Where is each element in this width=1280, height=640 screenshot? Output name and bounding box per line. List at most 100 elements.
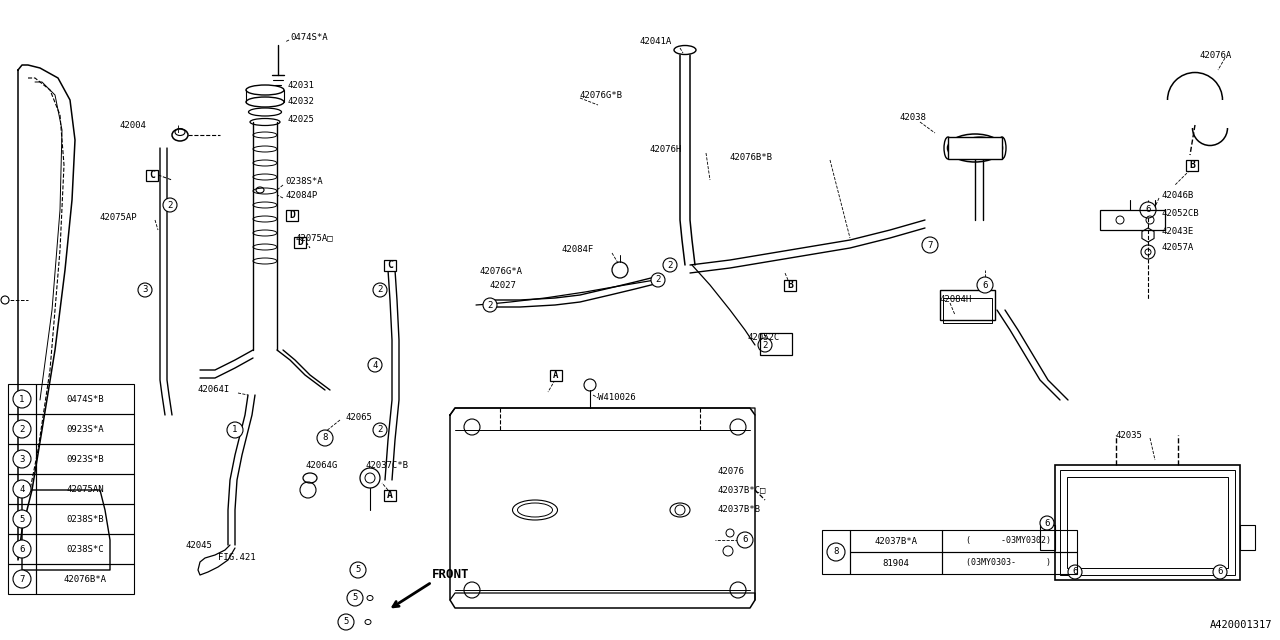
Text: 7: 7 <box>927 241 933 250</box>
Text: 42031: 42031 <box>287 81 314 90</box>
Circle shape <box>338 614 355 630</box>
Text: 2: 2 <box>168 200 173 209</box>
Text: B: B <box>787 280 792 290</box>
Text: 42076B*A: 42076B*A <box>64 575 106 584</box>
Circle shape <box>13 510 31 528</box>
Bar <box>550 369 562 381</box>
Text: 42084H: 42084H <box>940 296 973 305</box>
Text: FRONT: FRONT <box>433 568 470 582</box>
Bar <box>8 534 36 564</box>
Text: 0923S*B: 0923S*B <box>67 454 104 463</box>
Text: 0238S*C: 0238S*C <box>67 545 104 554</box>
Text: 42032: 42032 <box>287 97 314 106</box>
Circle shape <box>138 283 152 297</box>
Text: 42027: 42027 <box>490 280 517 289</box>
Text: 42076A: 42076A <box>1201 51 1233 60</box>
Bar <box>36 564 134 594</box>
Text: C: C <box>148 170 155 180</box>
Text: 42065: 42065 <box>346 413 372 422</box>
Text: C: C <box>387 260 393 270</box>
Text: 2: 2 <box>655 275 660 285</box>
Text: 4: 4 <box>19 484 24 493</box>
Bar <box>384 490 396 500</box>
Text: 42004: 42004 <box>120 120 147 129</box>
Circle shape <box>1068 565 1082 579</box>
Circle shape <box>369 358 381 372</box>
Bar <box>36 444 134 474</box>
Text: 6: 6 <box>1044 518 1050 527</box>
Text: 42076: 42076 <box>717 467 744 477</box>
Circle shape <box>652 273 666 287</box>
Text: 8: 8 <box>323 433 328 442</box>
Text: 0238S*B: 0238S*B <box>67 515 104 524</box>
Text: 5: 5 <box>356 566 361 575</box>
Circle shape <box>977 277 993 293</box>
Bar <box>1100 210 1165 230</box>
Text: 1: 1 <box>232 426 238 435</box>
Circle shape <box>1140 202 1156 218</box>
Circle shape <box>317 430 333 446</box>
Text: 42064I: 42064I <box>198 385 230 394</box>
Circle shape <box>372 423 387 437</box>
Text: 6: 6 <box>1217 568 1222 577</box>
Text: 42035: 42035 <box>1115 431 1142 440</box>
Text: FIG.421: FIG.421 <box>218 554 256 563</box>
Text: 2: 2 <box>378 285 383 294</box>
Text: A420001317: A420001317 <box>1210 620 1272 630</box>
Text: 42052C: 42052C <box>748 333 781 342</box>
Text: 1: 1 <box>19 394 24 403</box>
Bar <box>36 384 134 414</box>
Text: 2: 2 <box>19 424 24 433</box>
Text: 42052CB: 42052CB <box>1162 209 1199 218</box>
Circle shape <box>827 543 845 561</box>
Text: 42043E: 42043E <box>1162 227 1194 236</box>
Text: 42076G*A: 42076G*A <box>480 268 524 276</box>
Circle shape <box>13 570 31 588</box>
Text: 6: 6 <box>1073 568 1078 577</box>
Circle shape <box>13 540 31 558</box>
Bar <box>850 530 942 552</box>
Text: 42037C*B: 42037C*B <box>365 461 408 470</box>
Text: B: B <box>1189 160 1196 170</box>
Text: (      -03MY0302): ( -03MY0302) <box>966 536 1051 545</box>
Text: 6: 6 <box>742 536 748 545</box>
Bar <box>8 414 36 444</box>
Bar <box>36 414 134 444</box>
Text: 42084P: 42084P <box>285 191 317 200</box>
Bar <box>1039 525 1055 550</box>
Circle shape <box>349 562 366 578</box>
Text: (03MY0303-      ): (03MY0303- ) <box>966 559 1051 568</box>
Text: 5: 5 <box>19 515 24 524</box>
Text: 42041A: 42041A <box>640 38 672 47</box>
Bar <box>948 137 1002 159</box>
Bar <box>942 530 1076 552</box>
Circle shape <box>1039 516 1053 530</box>
Text: 7: 7 <box>19 575 24 584</box>
Text: D: D <box>297 237 303 247</box>
Text: A: A <box>553 371 558 380</box>
Text: 0923S*A: 0923S*A <box>67 424 104 433</box>
Bar <box>146 170 157 180</box>
Text: 42075AN: 42075AN <box>67 484 104 493</box>
Circle shape <box>737 532 753 548</box>
Text: 3: 3 <box>142 285 147 294</box>
Circle shape <box>1 296 9 304</box>
Bar <box>783 280 796 291</box>
Bar <box>36 504 134 534</box>
Bar <box>8 564 36 594</box>
Bar <box>1068 477 1228 568</box>
Circle shape <box>1213 565 1228 579</box>
Circle shape <box>13 480 31 498</box>
Bar <box>8 474 36 504</box>
Bar <box>8 384 36 414</box>
Circle shape <box>483 298 497 312</box>
Bar <box>822 530 850 574</box>
Text: 42046B: 42046B <box>1162 191 1194 200</box>
Text: 5: 5 <box>352 593 357 602</box>
Bar <box>8 444 36 474</box>
Bar <box>1187 159 1198 170</box>
Circle shape <box>13 420 31 438</box>
Text: 0474S*B: 0474S*B <box>67 394 104 403</box>
Text: 81904: 81904 <box>883 559 909 568</box>
Bar <box>942 552 1076 574</box>
